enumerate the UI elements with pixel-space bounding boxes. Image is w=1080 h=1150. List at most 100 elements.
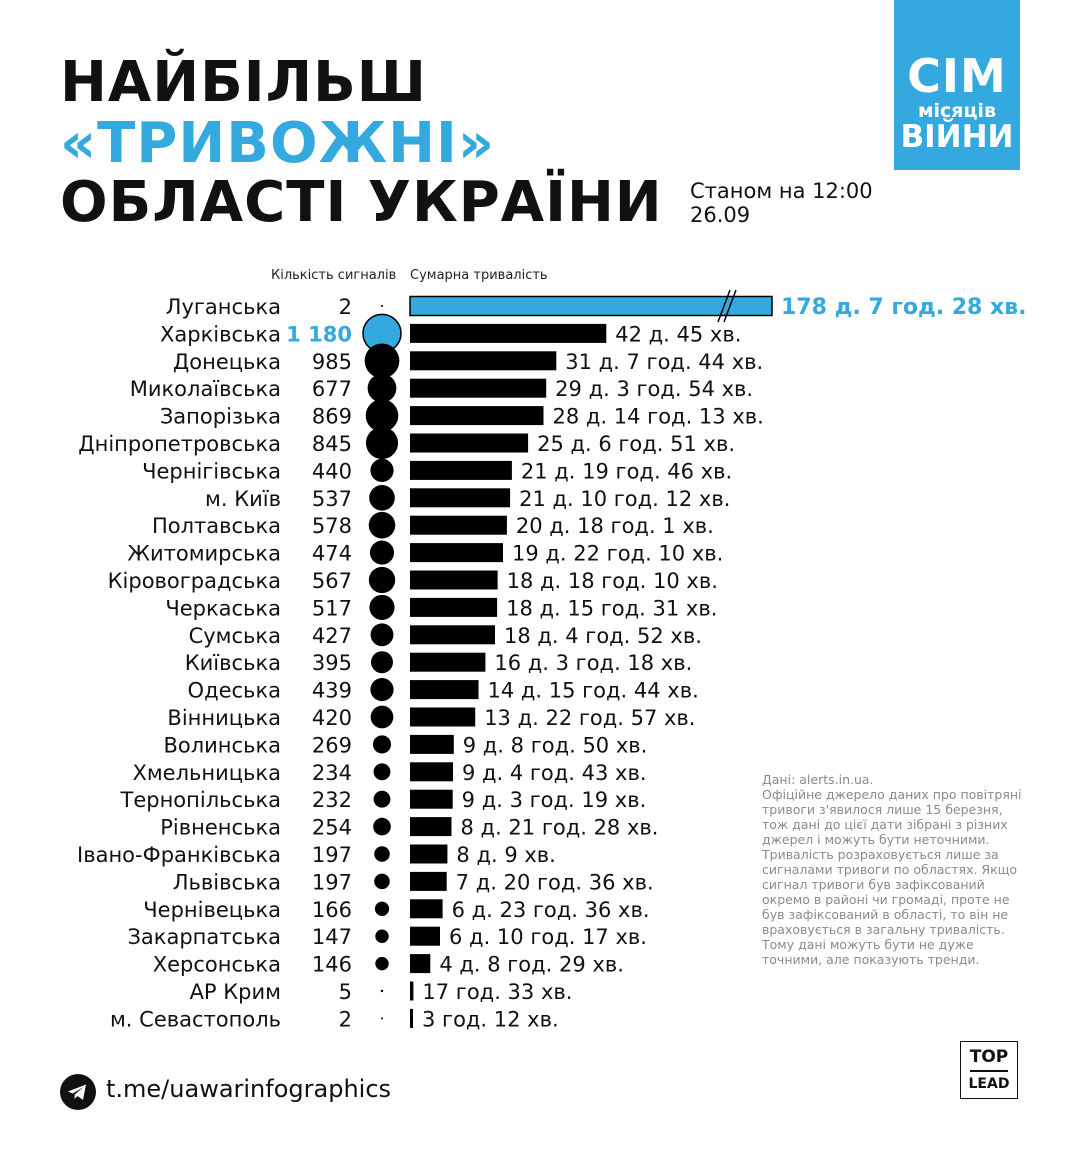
duration-label: 178 д. 7 год. 28 хв. [781, 295, 1026, 320]
region-label: Житомирська [127, 542, 281, 566]
signals-value: 166 [312, 898, 352, 922]
region-label: Дніпропетровська [78, 432, 281, 456]
signals-value: 578 [312, 514, 352, 538]
region-label: Рівненська [160, 816, 281, 840]
logo-badge: СІМ місяців ВІЙНИ [894, 0, 1020, 170]
signals-bubble [374, 846, 390, 862]
duration-label: 19 д. 22 год. 10 хв. [512, 542, 723, 566]
signals-bubble [370, 458, 394, 482]
duration-label: 13 д. 22 год. 57 хв. [484, 706, 695, 730]
duration-bar [410, 1008, 413, 1028]
duration-label: 18 д. 18 год. 10 хв. [507, 569, 718, 593]
duration-label: 18 д. 15 год. 31 хв. [506, 596, 717, 620]
region-label: Харківська [160, 322, 281, 346]
note-source: Дані: alerts.in.ua. [762, 772, 874, 787]
duration-bar [410, 817, 452, 837]
duration-label: 3 год. 12 хв. [422, 1007, 559, 1031]
signals-bubble [372, 735, 392, 754]
signals-value: 567 [312, 569, 352, 593]
signals-bubble [373, 790, 391, 808]
signals-bubble [368, 511, 396, 539]
duration-bar [410, 844, 448, 864]
signals-value: 474 [312, 542, 352, 566]
region-label: Сумська [189, 624, 281, 648]
duration-label: 6 д. 23 год. 36 хв. [452, 898, 650, 922]
signals-value: 197 [312, 870, 352, 894]
signals-bubble [370, 705, 394, 729]
date-line-1: Станом на 12:00 [690, 179, 873, 203]
region-label: Полтавська [152, 514, 281, 538]
duration-label: 8 д. 21 год. 28 хв. [461, 816, 659, 840]
duration-label: 4 д. 8 год. 29 хв. [439, 953, 624, 977]
signals-bubble [375, 956, 389, 971]
duration-bar [410, 954, 431, 974]
signals-bubble [374, 901, 390, 916]
duration-bar [410, 406, 544, 426]
title-line-3: ОБЛАСТІ УКРАЇНИ [60, 170, 663, 235]
signals-bubble [370, 678, 394, 702]
duration-bar [410, 734, 454, 754]
duration-bar [410, 323, 607, 343]
signals-bubble [369, 594, 395, 620]
date-line-2: 26.09 [690, 203, 751, 227]
region-label: Волинська [163, 733, 281, 757]
alerts-chart: Луганська 2 178 д. 7 год. 28 хв. Харківська… [77, 289, 1026, 1031]
signals-value: 537 [312, 487, 352, 511]
signals-value: 2 [339, 1007, 352, 1031]
telegram-link[interactable]: t.me/uawarinfographics [106, 1075, 392, 1103]
signals-bubble [370, 623, 394, 647]
duration-label: 28 д. 14 год. 13 хв. [553, 405, 764, 429]
region-label: Херсонська [153, 953, 281, 977]
duration-bar [410, 351, 557, 371]
duration-label: 25 д. 6 год. 51 хв. [537, 432, 735, 456]
duration-label: 8 д. 9 хв. [456, 843, 555, 867]
duration-label: 9 д. 4 год. 43 хв. [462, 761, 647, 785]
duration-label: 21 д. 19 год. 46 хв. [521, 459, 732, 483]
duration-label: 16 д. 3 год. 18 хв. [494, 651, 692, 675]
duration-bar [410, 543, 503, 563]
region-label: Київська [185, 651, 281, 675]
region-label: м. Київ [205, 487, 281, 511]
title-line-1: НАЙБІЛЬШ [60, 50, 427, 115]
duration-bar [410, 652, 486, 672]
signals-value: 234 [312, 761, 352, 785]
signals-bubble [375, 929, 389, 943]
signals-value: 2 [339, 295, 352, 319]
duration-bar [410, 871, 447, 891]
logo-line-1: СІМ [907, 49, 1007, 103]
duration-label: 14 д. 15 год. 44 хв. [487, 679, 698, 703]
signals-value: 427 [312, 624, 352, 648]
signals-bubble [367, 373, 397, 403]
logo-line-3: ВІЙНИ [900, 119, 1014, 155]
signals-bubble [374, 873, 390, 890]
duration-bar [410, 378, 547, 398]
signals-bubble [369, 540, 395, 565]
title-line-2: «ТРИВОЖНІ» [60, 111, 496, 176]
duration-label: 9 д. 3 год. 19 хв. [462, 788, 647, 812]
duration-label: 20 д. 18 год. 1 хв. [516, 514, 714, 538]
signals-value: 439 [312, 679, 352, 703]
region-label: Миколаївська [130, 377, 281, 401]
signals-bubble [373, 817, 391, 836]
region-label: Закарпатська [127, 925, 281, 949]
axis-break-mark [717, 289, 731, 323]
region-label: Львівська [173, 870, 281, 894]
signals-value: 1 180 [286, 322, 352, 346]
region-label: Запорізька [160, 405, 281, 429]
note-text-1: Офіційне джерело даних про повітряні три… [762, 787, 1022, 847]
duration-bar [410, 680, 479, 700]
duration-label: 18 д. 4 год. 52 хв. [504, 624, 702, 648]
signals-bubble [381, 1017, 383, 1020]
signals-bubble [373, 763, 391, 781]
duration-bar [410, 926, 440, 946]
region-label: Луганська [166, 295, 281, 319]
signals-bubble [365, 426, 399, 460]
duration-bar [410, 981, 414, 1001]
signals-bubble [365, 399, 399, 432]
telegram-icon[interactable] [60, 1074, 96, 1110]
region-label: Донецька [173, 350, 281, 374]
duration-column-label: Сумарна тривалість [410, 268, 548, 283]
signals-value: 254 [312, 816, 352, 840]
region-label: Одеська [188, 679, 281, 703]
signals-value: 869 [312, 405, 352, 429]
